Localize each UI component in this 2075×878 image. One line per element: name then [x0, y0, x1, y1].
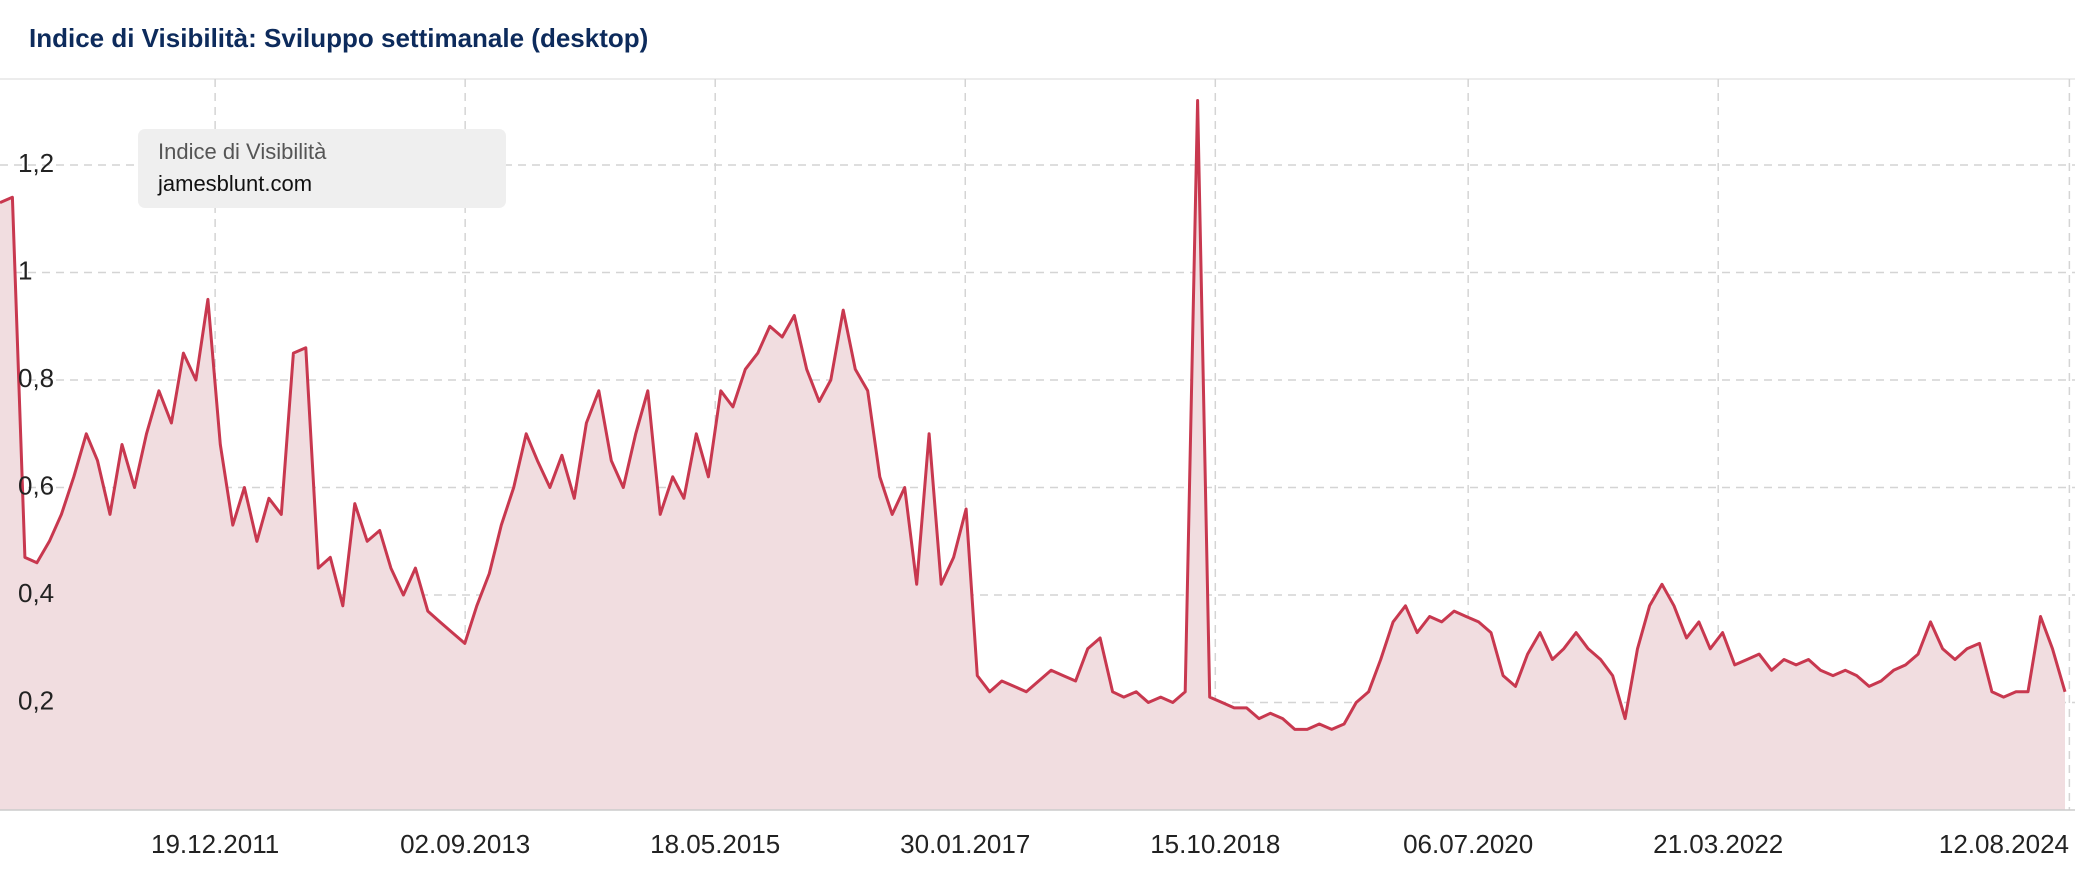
y-tick-label: 0,4	[18, 578, 54, 608]
legend-box	[138, 129, 506, 208]
line	[0, 99, 2067, 731]
y-tick-label: 0,8	[18, 363, 54, 393]
y-tick-label: 0,2	[18, 685, 54, 715]
x-tick-label: 21.03.2022	[1653, 829, 1783, 859]
x-tick-label: 18.05.2015	[650, 829, 780, 859]
x-tick-label: 15.10.2018	[1150, 829, 1280, 859]
plot	[0, 99, 2067, 810]
x-tick-label: 12.08.2024	[1939, 829, 2069, 859]
axes: 0,2 0,4 0,6 0,8 1 1,2 19.12.2011 02.09.2013 18.0…	[0, 148, 2075, 859]
x-tick-label: 06.07.2020	[1403, 829, 1533, 859]
area	[0, 100, 2065, 810]
legend-entry: jamesblunt.com	[157, 171, 312, 196]
legend-title: Indice di Visibilità	[158, 139, 327, 164]
chart-title: Indice di Visibilità: Sviluppo settimana…	[29, 23, 648, 53]
x-tick-label: 19.12.2011	[151, 829, 279, 859]
y-tick-label: 1,2	[18, 148, 54, 178]
x-tick-label: 30.01.2017	[900, 829, 1030, 859]
y-tick-label: 0,6	[18, 470, 54, 500]
x-tick-label: 02.09.2013	[400, 829, 530, 859]
y-tick-label: 1	[18, 255, 32, 285]
